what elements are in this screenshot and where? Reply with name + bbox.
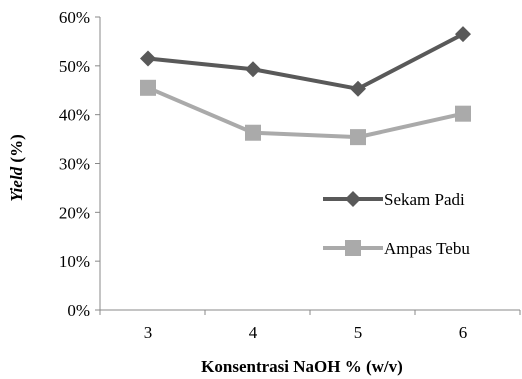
x-axis-title: Konsentrasi NaOH % (w/v): [201, 357, 403, 376]
y-axis-title-suffix: (%): [7, 134, 26, 167]
series-1: [140, 79, 471, 146]
data-point-diamond: [140, 50, 156, 67]
series-line: [147, 32, 464, 91]
series-layer: [140, 26, 471, 146]
axes: 0% 10% 20% 30% 40% 50% 60% 3 4 5 6: [59, 8, 521, 342]
y-tick-label: 30%: [59, 155, 90, 174]
y-tick-label: 40%: [59, 106, 90, 125]
data-point-diamond: [245, 61, 261, 78]
y-tick-label: 50%: [59, 57, 90, 76]
legend-marker-square: [345, 240, 361, 256]
x-tick-label: 4: [249, 323, 258, 342]
data-point-diamond: [455, 26, 471, 43]
legend: Sekam Padi Ampas Tebu: [323, 190, 470, 258]
x-tick-label: 3: [144, 323, 153, 342]
data-point-diamond: [350, 80, 366, 97]
legend-label: Sekam Padi: [384, 190, 465, 209]
legend-item-0: Sekam Padi: [323, 190, 465, 209]
data-point-square: [350, 129, 366, 146]
x-tick-label: 5: [354, 323, 363, 342]
y-axis-title-italic: Yield: [7, 166, 26, 201]
data-point-square: [140, 79, 156, 96]
legend-marker-diamond: [345, 191, 361, 207]
y-axis-title: Yield (%): [7, 134, 26, 202]
data-point-square: [245, 124, 261, 141]
y-tick-label: 60%: [59, 8, 90, 27]
y-tick-label: 0%: [67, 301, 90, 320]
legend-item-1: Ampas Tebu: [323, 239, 470, 258]
data-point-square: [455, 105, 471, 122]
x-tick-label: 6: [459, 323, 468, 342]
y-tick-label: 20%: [59, 203, 90, 222]
legend-label: Ampas Tebu: [384, 239, 470, 258]
series-line: [147, 85, 464, 140]
y-tick-label: 10%: [59, 252, 90, 271]
series-0: [140, 26, 471, 97]
